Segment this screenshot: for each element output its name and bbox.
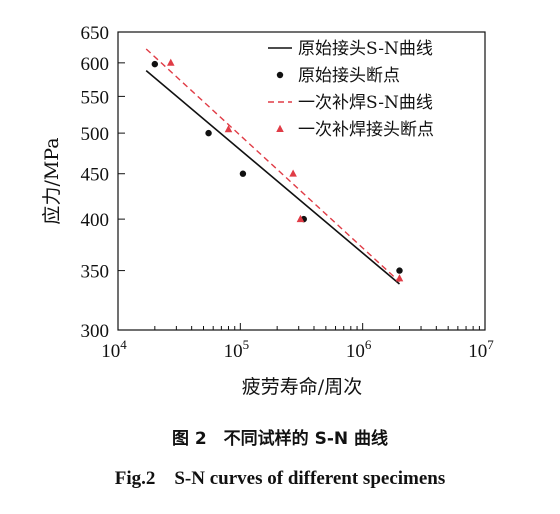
y-tick-label: 400 <box>81 210 110 231</box>
y-axis-label: 应力/MPa <box>41 137 63 224</box>
repair-weld-fracture-point <box>289 169 297 177</box>
plot-frame <box>117 31 486 331</box>
x-tick-label: 106 <box>346 337 372 362</box>
figure-caption-chinese: 图 2 不同试样的 S-N 曲线 <box>171 429 389 449</box>
repair-weld-sn-line <box>145 48 400 283</box>
legend-triangle-swatch <box>276 124 284 132</box>
y-tick-label: 450 <box>81 165 110 186</box>
original-joint-fracture-point <box>205 129 212 137</box>
original-joint-fracture-point <box>151 60 159 68</box>
data-series <box>145 48 404 285</box>
legend-label: 一次补焊S-N曲线 <box>298 93 433 113</box>
y-tick-label: 300 <box>81 321 110 342</box>
original-joint-fracture-point <box>239 170 247 177</box>
y-tick-label: 650 <box>81 23 110 44</box>
original-joint-fracture-point <box>396 267 403 274</box>
legend-label: 原始接头断点 <box>298 66 400 86</box>
y-tick-label: 600 <box>81 54 110 75</box>
y-tick-label: 350 <box>81 262 110 283</box>
repair-weld-fracture-point <box>166 58 175 66</box>
x-tick-label: 105 <box>224 337 250 362</box>
figure-caption-english: Fig.2 S-N curves of different specimens <box>114 468 446 489</box>
repair-weld-fracture-point <box>224 125 233 133</box>
repair-weld-fracture-point <box>395 274 404 282</box>
x-tick-label: 104 <box>101 337 127 362</box>
original-joint-sn-line <box>145 70 401 285</box>
repair-weld-fracture-point <box>296 214 305 223</box>
y-tick-label: 550 <box>81 87 110 108</box>
y-tick-label: 500 <box>81 124 110 145</box>
legend-label: 原始接头S-N曲线 <box>298 39 433 59</box>
sn-curve-chart: 104 105 106 107 300 350 400 450 500 550 600 650 应力/… <box>41 23 495 398</box>
legend-label: 一次补焊接头断点 <box>298 120 434 140</box>
legend-circle-swatch <box>276 71 284 79</box>
x-axis-label: 疲劳寿命/周次 <box>242 376 362 398</box>
axis-ticks: 104 105 106 107 300 350 400 450 500 550 600 650 <box>81 23 495 362</box>
x-tick-label: 107 <box>468 337 494 362</box>
